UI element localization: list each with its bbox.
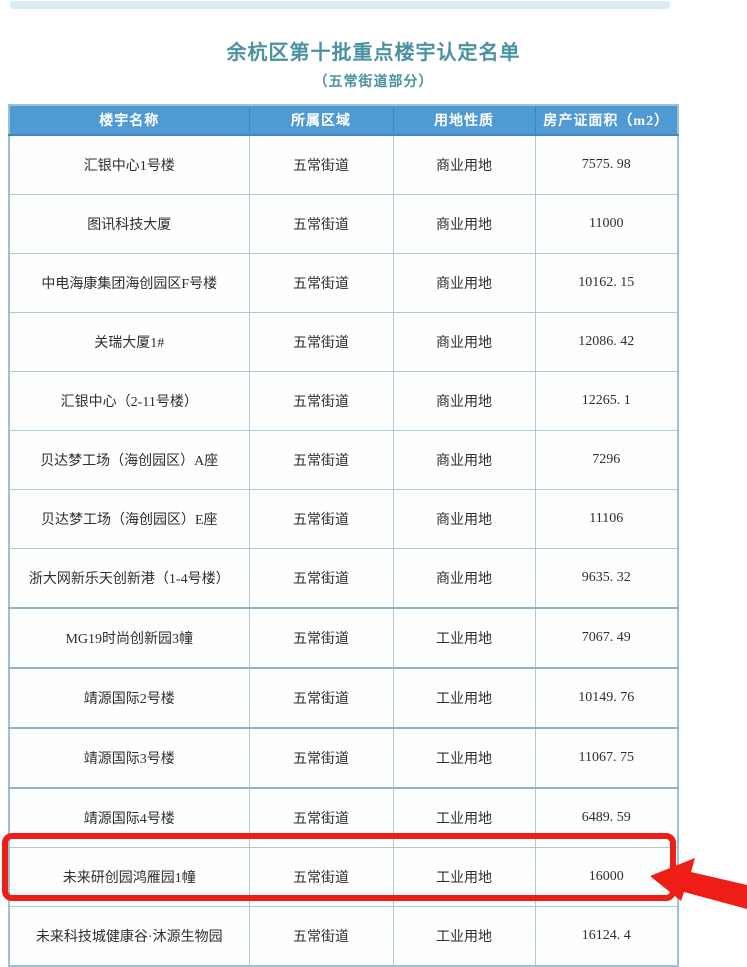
- cell-area: 11000: [534, 194, 679, 254]
- cell-building-name: 汇银中心（2-11号楼）: [8, 371, 250, 431]
- cell-building-name: 浙大网新乐天创新港（1-4号楼）: [8, 548, 250, 609]
- cell-building-name: 贝达梦工场（海创园区）A座: [8, 430, 250, 490]
- page-subtitle: （五常街道部分）: [313, 73, 434, 89]
- table-row: 靖源国际4号楼 五常街道 工业用地 6489. 59: [8, 787, 679, 848]
- cell-area: 10162. 15: [534, 253, 679, 313]
- cell-area: 7296: [534, 430, 679, 490]
- column-header-land-use: 用地性质: [392, 104, 536, 136]
- cell-district: 五常街道: [248, 906, 394, 967]
- cell-area: 7067. 49: [534, 607, 679, 669]
- cell-area: 11106: [534, 489, 679, 549]
- table-row: 未来科技城健康谷·沐源生物园 五常街道 工业用地 16124. 4: [8, 906, 679, 967]
- cell-area: 6489. 59: [534, 787, 679, 848]
- column-header-area: 房产证面积（m2）: [534, 104, 679, 136]
- cell-district: 五常街道: [248, 727, 394, 789]
- cell-district: 五常街道: [248, 667, 394, 729]
- cell-land-use: 商业用地: [392, 253, 536, 313]
- cell-land-use: 工业用地: [392, 607, 536, 669]
- cell-land-use: 工业用地: [392, 667, 536, 729]
- buildings-table: 楼宇名称 所属区域 用地性质 房产证面积（m2） 汇银中心1号楼 五常街道 商业用地…: [8, 104, 679, 967]
- cell-area: 16000: [534, 847, 679, 907]
- cell-district: 五常街道: [248, 134, 394, 195]
- table-row: 贝达梦工场（海创园区）A座 五常街道 商业用地 7296: [8, 430, 679, 490]
- top-accent-bar: [10, 1, 670, 9]
- column-header-building-name: 楼宇名称: [8, 104, 250, 136]
- table-row: 靖源国际3号楼 五常街道 工业用地 11067. 75: [8, 727, 679, 789]
- table-row: 中电海康集团海创园区F号楼 五常街道 商业用地 10162. 15: [8, 253, 679, 313]
- cell-district: 五常街道: [248, 847, 394, 907]
- cell-land-use: 工业用地: [392, 787, 536, 848]
- table-row: 靖源国际2号楼 五常街道 工业用地 10149. 76: [8, 667, 679, 729]
- cell-land-use: 商业用地: [392, 312, 536, 372]
- table-row: 图讯科技大厦 五常街道 商业用地 11000: [8, 194, 679, 254]
- cell-building-name: 靖源国际3号楼: [8, 727, 250, 789]
- table-row: 汇银中心1号楼 五常街道 商业用地 7575. 98: [8, 134, 679, 195]
- cell-land-use: 工业用地: [392, 727, 536, 789]
- cell-district: 五常街道: [248, 607, 394, 669]
- cell-land-use: 商业用地: [392, 371, 536, 431]
- cell-area: 11067. 75: [534, 727, 679, 789]
- cell-district: 五常街道: [248, 489, 394, 549]
- column-header-district: 所属区域: [248, 104, 394, 136]
- cell-district: 五常街道: [248, 371, 394, 431]
- cell-building-name: 图讯科技大厦: [8, 194, 250, 254]
- cell-land-use: 商业用地: [392, 489, 536, 549]
- table-row: 汇银中心（2-11号楼） 五常街道 商业用地 12265. 1: [8, 371, 679, 431]
- cell-land-use: 工业用地: [392, 847, 536, 907]
- cell-area: 9635. 32: [534, 548, 679, 609]
- cell-land-use: 商业用地: [392, 194, 536, 254]
- cell-district: 五常街道: [248, 430, 394, 490]
- cell-land-use: 商业用地: [392, 548, 536, 609]
- cell-area: 12265. 1: [534, 371, 679, 431]
- table-row: 关瑞大厦1# 五常街道 商业用地 12086. 42: [8, 312, 679, 372]
- cell-land-use: 工业用地: [392, 906, 536, 967]
- table-row: 贝达梦工场（海创园区）E座 五常街道 商业用地 11106: [8, 489, 679, 549]
- cell-area: 16124. 4: [534, 906, 679, 967]
- table-row: MG19时尚创新园3幢 五常街道 工业用地 7067. 49: [8, 607, 679, 669]
- table-header-row: 楼宇名称 所属区域 用地性质 房产证面积（m2）: [8, 104, 679, 136]
- cell-building-name: 关瑞大厦1#: [8, 312, 250, 372]
- table-body: 汇银中心1号楼 五常街道 商业用地 7575. 98 图讯科技大厦 五常街道 商业用地 110…: [8, 134, 679, 967]
- table-row: 未来研创园鸿雁园1幢 五常街道 工业用地 16000: [8, 847, 679, 907]
- cell-building-name: 未来研创园鸿雁园1幢: [8, 847, 250, 907]
- cell-area: 7575. 98: [534, 134, 679, 195]
- cell-building-name: MG19时尚创新园3幢: [8, 607, 250, 669]
- cell-district: 五常街道: [248, 312, 394, 372]
- cell-building-name: 中电海康集团海创园区F号楼: [8, 253, 250, 313]
- cell-land-use: 商业用地: [392, 430, 536, 490]
- table-row: 浙大网新乐天创新港（1-4号楼） 五常街道 商业用地 9635. 32: [8, 548, 679, 609]
- cell-district: 五常街道: [248, 787, 394, 848]
- cell-district: 五常街道: [248, 548, 394, 609]
- cell-building-name: 靖源国际4号楼: [8, 787, 250, 848]
- cell-building-name: 靖源国际2号楼: [8, 667, 250, 729]
- cell-building-name: 贝达梦工场（海创园区）E座: [8, 489, 250, 549]
- cell-area: 10149. 76: [534, 667, 679, 729]
- cell-building-name: 未来科技城健康谷·沐源生物园: [8, 906, 250, 967]
- page-title: 余杭区第十批重点楼宇认定名单: [226, 42, 521, 64]
- cell-building-name: 汇银中心1号楼: [8, 134, 250, 195]
- cell-area: 12086. 42: [534, 312, 679, 372]
- cell-land-use: 商业用地: [392, 134, 536, 195]
- cell-district: 五常街道: [248, 253, 394, 313]
- cell-district: 五常街道: [248, 194, 394, 254]
